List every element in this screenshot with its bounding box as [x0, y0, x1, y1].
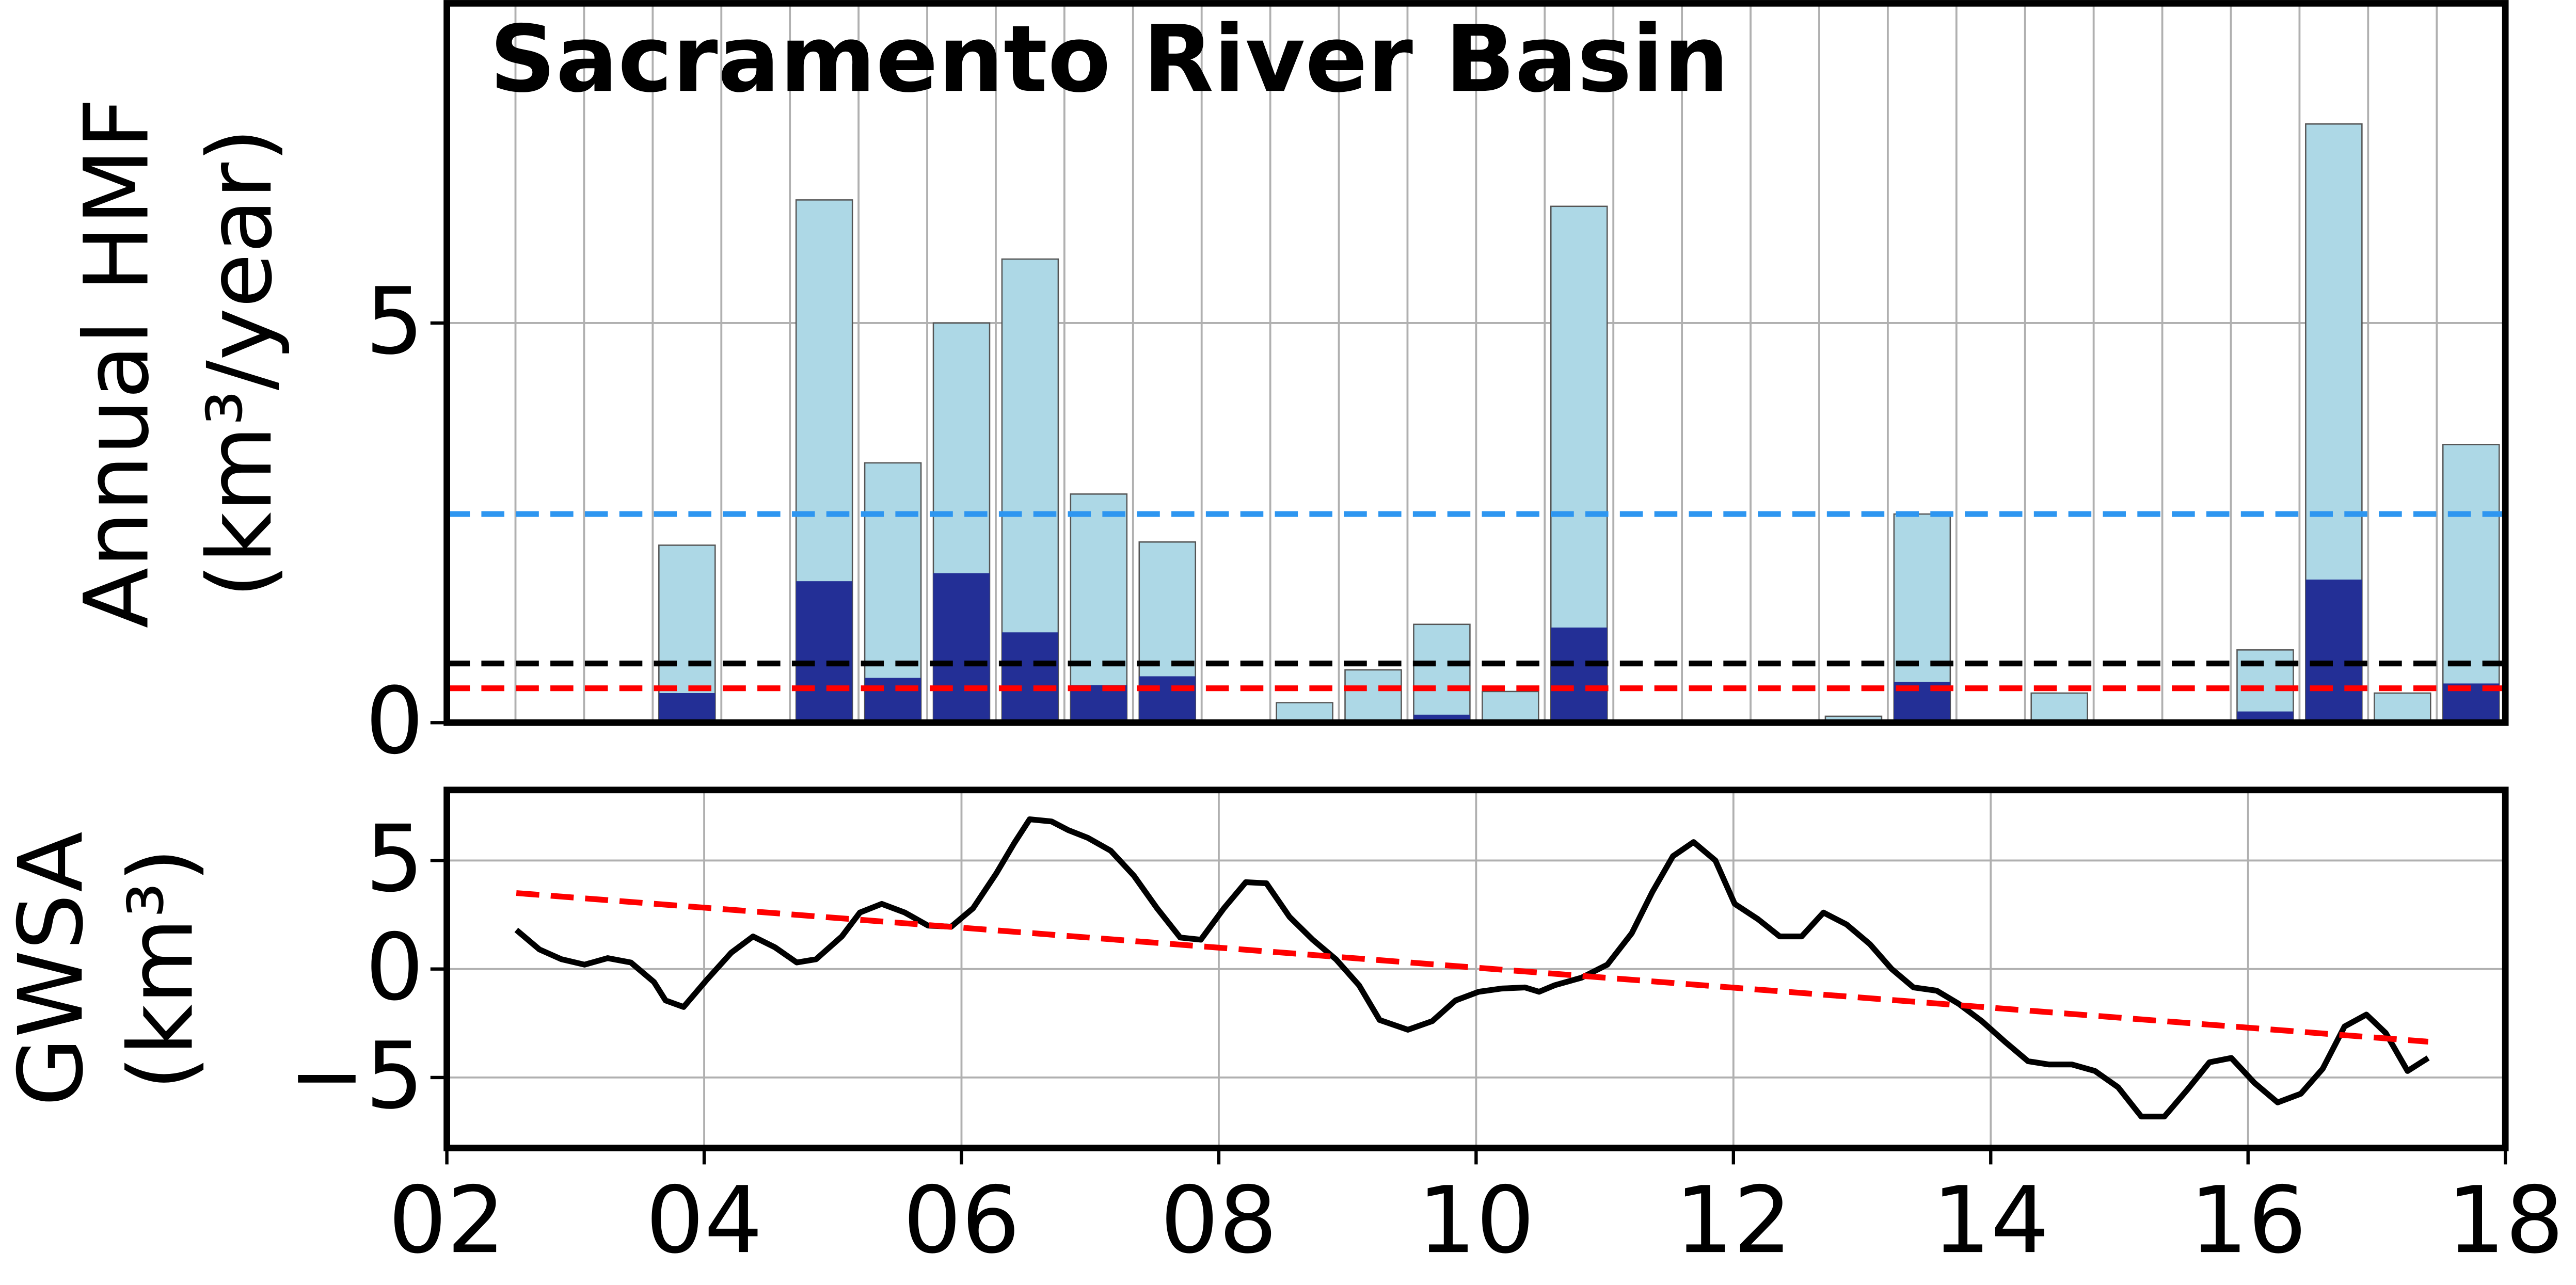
y-axis-label: Annual HMF: [65, 98, 169, 628]
bar: [1276, 702, 1333, 724]
axes-frame: [443, 786, 2509, 1151]
x-tick-label: 12: [1675, 1167, 1792, 1274]
bar: [865, 678, 921, 723]
y-axis-label: (km³): [109, 848, 213, 1090]
y-tick-label: 0: [365, 668, 424, 775]
x-tick-label: 18: [2447, 1167, 2564, 1274]
x-tick-label: 06: [903, 1167, 1020, 1274]
bar: [1551, 627, 1608, 723]
bar: [1070, 685, 1127, 723]
y-axis-label: GWSA: [0, 831, 103, 1106]
y-axis-label: (km³/year): [188, 128, 292, 598]
bar: [2442, 444, 2500, 724]
y-tick-label: −5: [288, 1023, 424, 1130]
bar: [1413, 623, 1471, 724]
chart-title: Sacramento River Basin: [489, 6, 1729, 113]
bar: [659, 693, 715, 723]
x-tick-label: 02: [388, 1167, 505, 1274]
axes-frame: [443, 0, 2509, 726]
bar: [2374, 692, 2431, 724]
data-line: [514, 816, 2430, 1120]
x-tick-label: 08: [1160, 1167, 1278, 1274]
bar: [1070, 493, 1128, 724]
trend-line: [516, 890, 2429, 1045]
y-tick-label: 0: [365, 914, 424, 1021]
bar: [1139, 676, 1196, 723]
x-tick-label: 10: [1418, 1167, 1535, 1274]
y-tick-label: 5: [365, 268, 424, 375]
x-tick-label: 14: [1932, 1167, 2049, 1274]
bar: [2030, 692, 2088, 724]
bar: [2305, 580, 2362, 723]
x-tick-label: 16: [2189, 1167, 2307, 1274]
bar: [658, 544, 716, 724]
bar: [1482, 690, 1539, 724]
bar: [1344, 669, 1402, 724]
bar: [933, 573, 990, 723]
y-tick-label: 5: [365, 806, 424, 913]
bar: [1001, 632, 1058, 723]
bar: [796, 581, 853, 723]
x-tick-label: 04: [646, 1167, 763, 1274]
